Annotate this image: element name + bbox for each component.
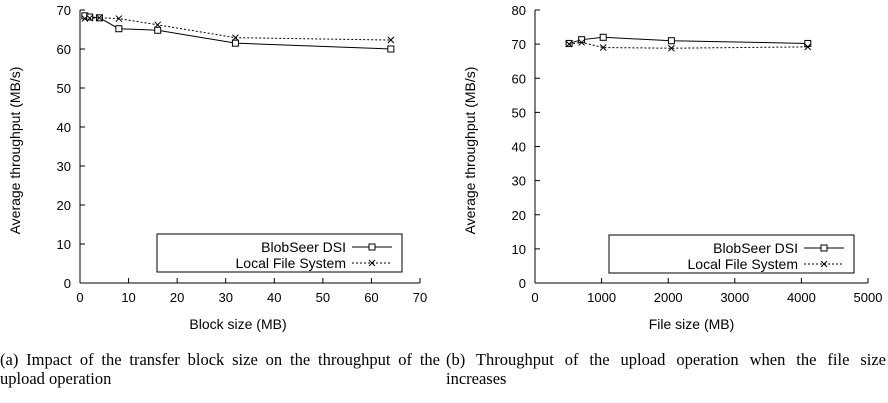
x-tick-label: 2000 xyxy=(654,290,683,305)
data-point-x xyxy=(578,39,585,46)
data-point-x xyxy=(232,34,239,42)
data-point-square xyxy=(599,33,607,41)
x-axis-label: Block size (MB) xyxy=(189,316,286,332)
y-tick-label: 10 xyxy=(57,237,71,252)
x-tick-label: 4000 xyxy=(787,290,816,305)
legend-label: BlobSeer DSI xyxy=(713,240,798,256)
data-point-x xyxy=(115,15,123,22)
x-tick-label: 70 xyxy=(413,290,427,305)
data-point-x xyxy=(668,44,675,52)
y-tick-label: 80 xyxy=(512,3,526,18)
caption-a: (a) Impact of the transfer block size on… xyxy=(0,350,440,388)
data-point-square xyxy=(820,244,828,252)
data-point-square xyxy=(154,26,162,34)
y-tick-label: 0 xyxy=(519,276,526,291)
y-tick-label: 30 xyxy=(512,174,526,189)
data-point-square xyxy=(804,39,812,47)
x-tick-label: 0 xyxy=(76,290,83,305)
data-point-x xyxy=(599,44,607,51)
x-tick-label: 30 xyxy=(218,290,232,305)
data-point-square xyxy=(115,25,123,33)
data-point-x xyxy=(96,14,103,22)
data-point-x xyxy=(565,40,573,48)
x-tick-label: 50 xyxy=(316,290,330,305)
y-axis-label: Average throughput (MB/s) xyxy=(7,67,23,235)
y-tick-label: 20 xyxy=(57,198,71,213)
chart-block-size: 0 10 20 30 40 50 60 70 0 10 20 30 40 50 60 70 Block size… xyxy=(7,3,427,332)
x-tick-label: 10 xyxy=(121,290,135,305)
data-point-square xyxy=(86,13,94,21)
y-tick-label: 50 xyxy=(57,81,71,96)
data-point-x xyxy=(820,260,828,268)
x-tick-label: 1000 xyxy=(587,290,616,305)
data-point-x xyxy=(368,259,376,267)
y-tick-label: 50 xyxy=(512,105,526,120)
data-point-square xyxy=(387,45,395,53)
caption-b: (b) Throughput of the upload operation w… xyxy=(446,350,886,388)
y-tick-label: 40 xyxy=(57,120,71,135)
data-point-x xyxy=(154,21,162,29)
x-tick-label: 60 xyxy=(364,290,378,305)
x-axis-label: File size (MB) xyxy=(649,316,735,332)
legend-label: Local File System xyxy=(688,256,798,272)
data-point-square xyxy=(667,37,675,45)
y-axis-label: Average throughput (MB/s) xyxy=(462,67,478,235)
chart-file-size: 0 10 20 30 40 50 60 70 80 0 1000 2000 3000 4000 5000 Fi… xyxy=(462,3,883,332)
y-tick-label: 70 xyxy=(512,37,526,52)
legend-label: Local File System xyxy=(236,255,346,271)
x-tick-label: 5000 xyxy=(854,290,883,305)
legend-label: BlobSeer DSI xyxy=(261,239,346,255)
data-point-x xyxy=(387,36,395,44)
y-tick-label: 30 xyxy=(57,159,71,174)
data-point-square xyxy=(231,39,239,47)
x-tick-label: 3000 xyxy=(720,290,749,305)
y-tick-label: 10 xyxy=(512,242,526,257)
x-tick-label: 20 xyxy=(170,290,184,305)
y-tick-label: 20 xyxy=(512,208,526,223)
y-tick-label: 40 xyxy=(512,140,526,155)
y-tick-label: 0 xyxy=(64,276,71,291)
x-tick-label: 0 xyxy=(531,290,538,305)
y-tick-label: 70 xyxy=(57,3,71,18)
y-tick-label: 60 xyxy=(512,71,526,86)
x-tick-label: 40 xyxy=(267,290,281,305)
data-point-x xyxy=(86,14,94,22)
data-point-square xyxy=(368,243,376,251)
series-line-local-fs xyxy=(569,41,808,49)
y-tick-label: 60 xyxy=(57,42,71,57)
data-point-x xyxy=(804,43,812,51)
